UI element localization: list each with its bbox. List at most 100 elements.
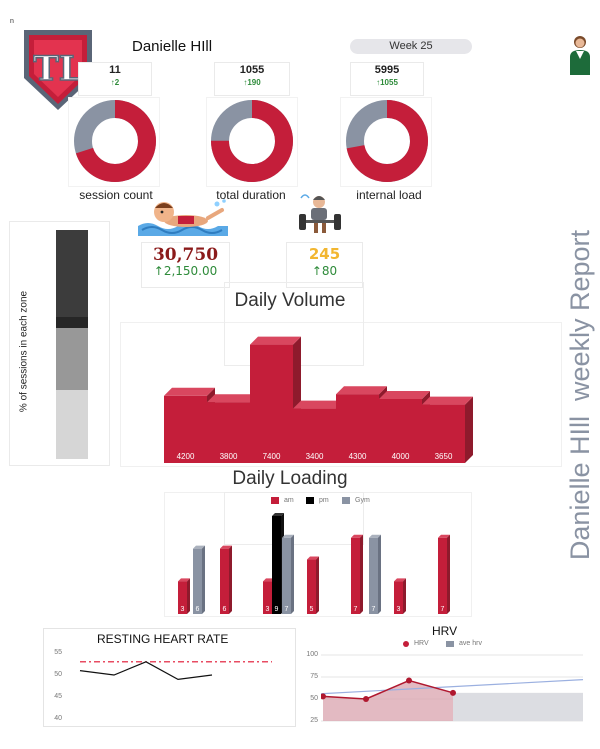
- loading-bar-label: 7: [285, 606, 289, 613]
- loading-bar-am: [351, 534, 363, 614]
- loading-bar-label: 5: [310, 606, 314, 613]
- team-logo: TL: [22, 28, 94, 112]
- kpi-label: internal load: [356, 188, 422, 202]
- donut-session-count: [74, 100, 156, 182]
- loading-bar-gym: [282, 534, 294, 614]
- hrv-point: [450, 689, 456, 696]
- hrv-ave-area: [453, 692, 583, 721]
- loading-bar-am: [220, 545, 232, 614]
- legend-swatch-am: [271, 497, 279, 504]
- intensity-delta: ↑80: [311, 264, 338, 278]
- hrv-point: [406, 677, 412, 684]
- loading-bar-am: [307, 556, 319, 614]
- kpi-label: total duration: [216, 188, 286, 202]
- loading-bar-am: [394, 578, 406, 614]
- corner-mark: n: [10, 18, 14, 25]
- loading-bar-am: [178, 578, 190, 614]
- kpi-label: session count: [79, 188, 153, 202]
- rhr-tick: 45: [54, 693, 62, 700]
- intensity-value: 245: [308, 245, 341, 263]
- kpi-delta: ↑2: [110, 78, 120, 87]
- loading-bar-label: 3: [266, 606, 270, 613]
- logo-letters: TL: [33, 49, 82, 89]
- donut-internal-load: [346, 100, 428, 182]
- zone-segment-1: [56, 390, 88, 459]
- loading-bar-label: 7: [354, 606, 358, 613]
- volume-bar-label: 3800: [220, 452, 238, 461]
- hrv-line: [322, 679, 454, 700]
- weightlifter-icon: [297, 190, 343, 236]
- week-badge[interactable]: Week 25: [350, 39, 472, 54]
- volume-value: 30,750: [152, 245, 219, 265]
- daily-volume-title: Daily Volume: [234, 290, 346, 311]
- hrv-tick: 50: [310, 695, 318, 702]
- daily-volume-chart: 4200 3800 7400 3400 4300 4000 3650: [164, 336, 473, 463]
- loading-bar-label: 6: [223, 606, 227, 613]
- legend-swatch-pm: [306, 497, 314, 504]
- zone-segment-4: [56, 230, 88, 318]
- legend-swatch-hrv: [403, 641, 409, 647]
- kpi-value: 11: [109, 64, 121, 76]
- volume-bar-label: 4300: [349, 452, 367, 461]
- swimmer-icon: [138, 196, 228, 236]
- hrv-point: [363, 696, 369, 702]
- donut-fill: [346, 100, 428, 182]
- rhr-panel: [43, 628, 296, 727]
- rhr-tick: 50: [54, 671, 62, 678]
- hrv-tick: 75: [310, 673, 318, 680]
- loading-bar-gym: [193, 545, 205, 614]
- intensity-card: [286, 242, 363, 288]
- kpi-value: 5995: [374, 64, 400, 76]
- rhr-tick: 55: [54, 649, 62, 656]
- legend-swatch-ave-hrv: [446, 641, 454, 647]
- report-vertical-title: Danielle HIll weekly Report: [565, 229, 595, 561]
- legend-label-pm: pm: [319, 497, 329, 504]
- legend-swatch-gym: [342, 497, 350, 504]
- donut-total-duration: [211, 100, 293, 182]
- athlete-name: Danielle HIll: [132, 38, 213, 55]
- hrv-title: HRV: [432, 624, 458, 638]
- zone-segment-2: [56, 328, 88, 391]
- resting-heart-rate-chart: [79, 661, 272, 681]
- rhr-title: RESTING HEART RATE: [97, 632, 229, 646]
- zone-segment-3: [56, 317, 88, 329]
- donut-fill: [74, 100, 156, 182]
- kpi-delta: ↑190: [243, 78, 261, 87]
- donut-fill: [211, 100, 293, 182]
- loading-bar-label: 7: [441, 606, 445, 613]
- volume-card: [141, 242, 230, 288]
- loading-bar-label: 7: [372, 606, 376, 613]
- kpi-delta: ↑1055: [376, 78, 398, 87]
- loading-bar-label: 9: [275, 606, 279, 613]
- loading-bar-gym: [369, 534, 381, 614]
- hrv-tick: 100: [306, 651, 318, 658]
- loading-bar-am: [438, 534, 450, 614]
- zone-stack: [56, 230, 88, 459]
- hrv-chart: [321, 654, 584, 722]
- volume-bar: [422, 396, 473, 463]
- volume-bar-label: 4200: [177, 452, 195, 461]
- rhr-tick: 40: [54, 715, 62, 722]
- hrv-point: [321, 693, 326, 700]
- loading-bar-label: 3: [397, 606, 401, 613]
- legend-label-hrv: HRV: [414, 640, 429, 647]
- volume-bar-label: 4000: [392, 452, 410, 461]
- volume-bar-label: 3650: [435, 452, 453, 461]
- volume-bar-label: 7400: [263, 452, 281, 461]
- volume-delta: ↑2,150.00: [153, 264, 218, 278]
- volume-bar-label: 3400: [306, 452, 324, 461]
- zone-axis-label: % of sessions in each zone: [18, 290, 30, 413]
- loading-bar-label: 3: [181, 606, 185, 613]
- legend-label-am: am: [284, 497, 294, 504]
- kpi-value: 1055: [239, 64, 265, 76]
- rhr-line: [79, 661, 213, 681]
- hrv-area: [323, 680, 453, 721]
- legend-label-gym: Gym: [355, 497, 370, 504]
- hrv-trend-line: [321, 679, 584, 695]
- legend-label-ave-hrv: ave hrv: [459, 640, 482, 647]
- hrv-tick: 25: [310, 717, 318, 724]
- daily-loading-title: Daily Loading: [232, 468, 348, 489]
- athlete-avatar: [566, 33, 594, 75]
- loading-bar-label: 6: [196, 606, 200, 613]
